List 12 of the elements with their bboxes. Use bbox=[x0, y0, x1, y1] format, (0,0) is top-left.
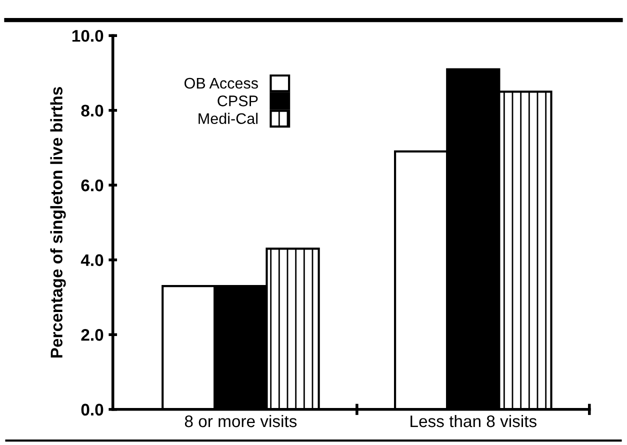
y-axis-title: Percentage of singleton live births bbox=[50, 87, 66, 358]
legend-label: Medi-Cal bbox=[198, 112, 258, 124]
y-tick-label: 8.0 bbox=[81, 104, 104, 117]
y-tick-label: 0.0 bbox=[81, 404, 104, 416]
y-tick-label: 6.0 bbox=[81, 180, 104, 192]
y-tick-label: 2.0 bbox=[81, 329, 104, 341]
y-tick-label: 4.0 bbox=[80, 254, 104, 266]
x-tick-label: 8 or more visits bbox=[184, 414, 297, 428]
legend-label: CPSP bbox=[218, 96, 258, 106]
y-tick-label: 10.0 bbox=[72, 30, 104, 42]
x-tick-label: Less than 8 visits bbox=[410, 414, 536, 428]
legend-label: OB Access bbox=[184, 78, 258, 89]
